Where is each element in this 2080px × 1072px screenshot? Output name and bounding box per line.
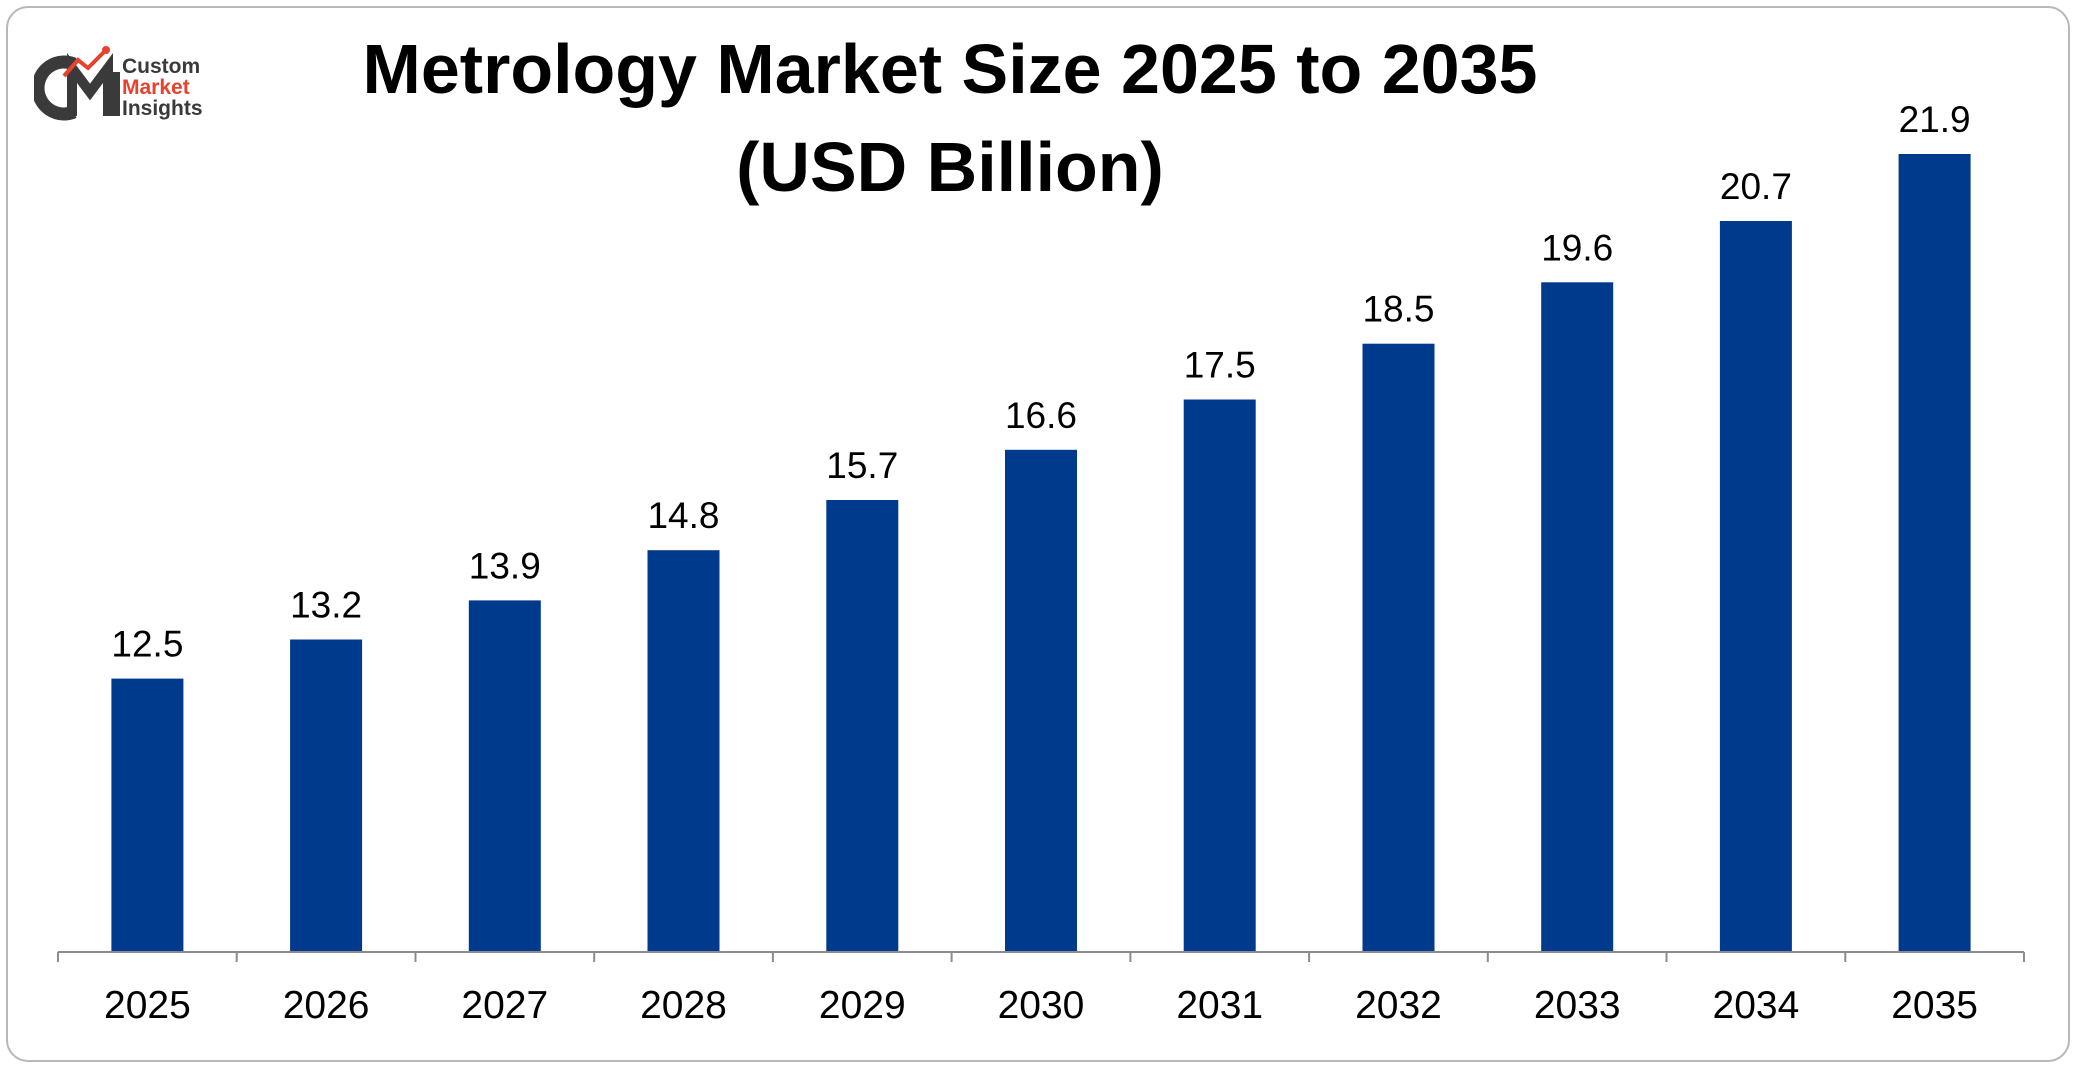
value-label-2034: 20.7: [1720, 166, 1792, 207]
x-tick-label-2029: 2029: [819, 984, 906, 1027]
bar-2034: [1719, 221, 1792, 952]
value-label-2033: 19.6: [1541, 227, 1613, 268]
x-tick-labels-group: 2025 2026 2027 2028 2029 2030 2031 2032 2033 2034…: [104, 984, 1978, 1027]
bar-2032: [1362, 343, 1435, 952]
bars-group: [111, 154, 1971, 952]
value-label-2032: 18.5: [1362, 289, 1434, 330]
bar-2029: [826, 500, 899, 952]
value-label-2026: 13.2: [290, 585, 362, 626]
chart-subtitle: (USD Billion): [736, 128, 1164, 206]
value-label-2029: 15.7: [826, 445, 898, 486]
value-label-2030: 16.6: [1005, 395, 1077, 436]
value-label-2031: 17.5: [1184, 345, 1256, 386]
x-tick-label-2035: 2035: [1891, 984, 1978, 1027]
value-label-2028: 14.8: [647, 495, 719, 536]
bar-2027: [468, 600, 541, 952]
brand-line-2: Market: [122, 76, 190, 99]
bar-2028: [647, 550, 720, 952]
brand-line-3: Insights: [122, 97, 203, 120]
x-tick-label-2034: 2034: [1713, 984, 1800, 1027]
brand-line-1: Custom: [122, 55, 201, 78]
bar-2026: [290, 639, 363, 952]
x-tick-label-2025: 2025: [104, 984, 191, 1027]
x-tick-label-2030: 2030: [998, 984, 1085, 1027]
brand-logo: Custom Market Insights: [34, 46, 224, 126]
x-tick-label-2032: 2032: [1355, 984, 1442, 1027]
x-tick-label-2028: 2028: [640, 984, 727, 1027]
bar-2035: [1898, 154, 1971, 952]
x-tick-label-2026: 2026: [283, 984, 370, 1027]
chart-title-block: Metrology Market Size 2025 to 2035 (USD …: [230, 20, 1670, 216]
bar-2030: [1005, 449, 1077, 952]
value-label-2027: 13.9: [469, 545, 541, 586]
chart-title: Metrology Market Size 2025 to 2035: [362, 30, 1538, 108]
x-tick-label-2031: 2031: [1176, 984, 1263, 1027]
value-label-2025: 12.5: [111, 624, 183, 665]
bar-2025: [111, 678, 184, 952]
bar-2033: [1541, 282, 1614, 952]
x-tick-label-2027: 2027: [461, 984, 548, 1027]
x-tick-label-2033: 2033: [1534, 984, 1621, 1027]
bar-2031: [1183, 399, 1256, 952]
brand-name: Custom Market Insights: [122, 56, 203, 119]
x-axis: [57, 951, 2025, 962]
value-label-2035: 21.9: [1899, 99, 1971, 140]
logo-mark-icon: [34, 46, 120, 121]
value-labels-group: 12.5 13.2 13.9 14.8 15.7 16.6 17.5 18.5 19.6 20.7…: [111, 99, 1970, 665]
